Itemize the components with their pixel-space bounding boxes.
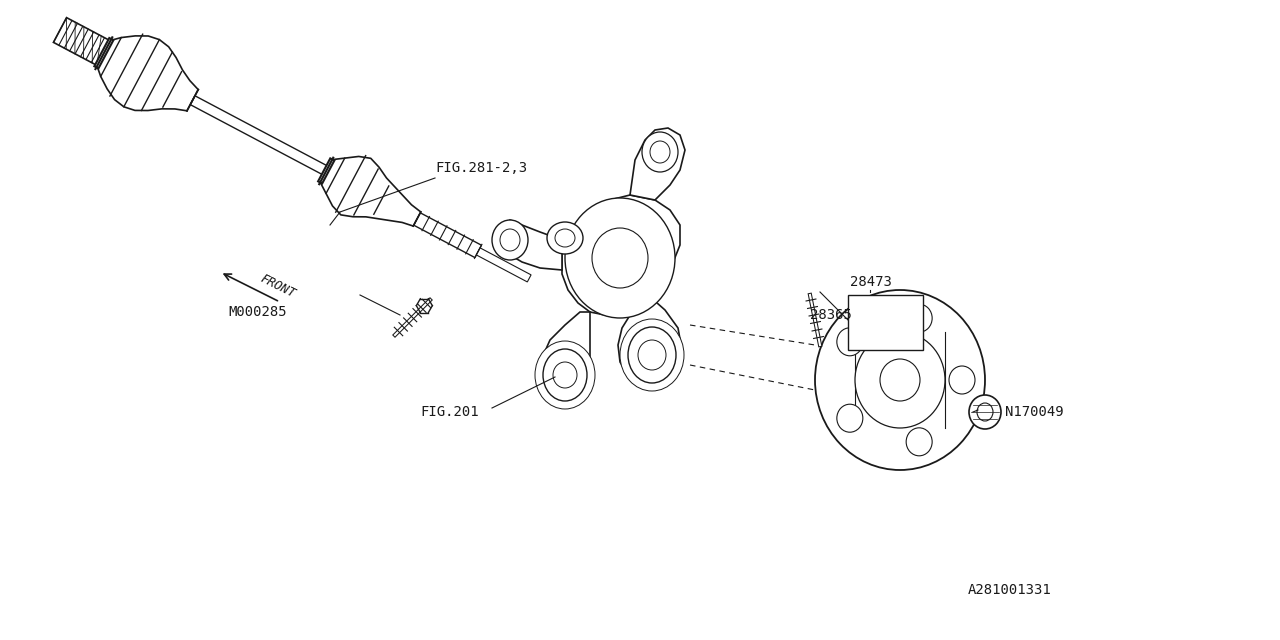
Ellipse shape [556,229,575,247]
Ellipse shape [500,229,520,251]
Ellipse shape [643,132,678,172]
Bar [849,295,923,350]
Polygon shape [319,158,334,184]
Ellipse shape [855,332,945,428]
Polygon shape [413,213,481,257]
Ellipse shape [815,290,986,470]
Polygon shape [562,195,680,315]
Ellipse shape [837,404,863,432]
Ellipse shape [977,403,993,421]
Ellipse shape [564,198,675,318]
Text: FRONT: FRONT [259,273,297,301]
Ellipse shape [906,304,932,332]
Polygon shape [541,312,590,392]
Polygon shape [54,18,110,65]
Polygon shape [476,248,531,282]
Polygon shape [618,295,682,382]
Ellipse shape [837,328,863,356]
Text: 28473: 28473 [850,275,892,289]
Polygon shape [630,128,685,200]
Text: FIG.201: FIG.201 [420,405,479,419]
Ellipse shape [969,395,1001,429]
Ellipse shape [650,141,669,163]
Text: M000285: M000285 [228,305,287,319]
Text: 28365: 28365 [810,308,852,322]
Text: FIG.281-2,3: FIG.281-2,3 [435,161,527,175]
Text: N170049: N170049 [1005,405,1064,419]
Ellipse shape [553,362,577,388]
Ellipse shape [543,349,588,401]
Ellipse shape [535,341,595,409]
Polygon shape [95,38,114,68]
Polygon shape [191,96,328,175]
Ellipse shape [591,228,648,288]
Ellipse shape [547,222,582,254]
Ellipse shape [620,319,684,391]
Ellipse shape [948,366,975,394]
Ellipse shape [906,428,932,456]
Text: A281001331: A281001331 [968,583,1052,597]
Ellipse shape [881,359,920,401]
Ellipse shape [637,340,666,370]
Ellipse shape [628,327,676,383]
Ellipse shape [492,220,529,260]
Polygon shape [506,220,562,270]
